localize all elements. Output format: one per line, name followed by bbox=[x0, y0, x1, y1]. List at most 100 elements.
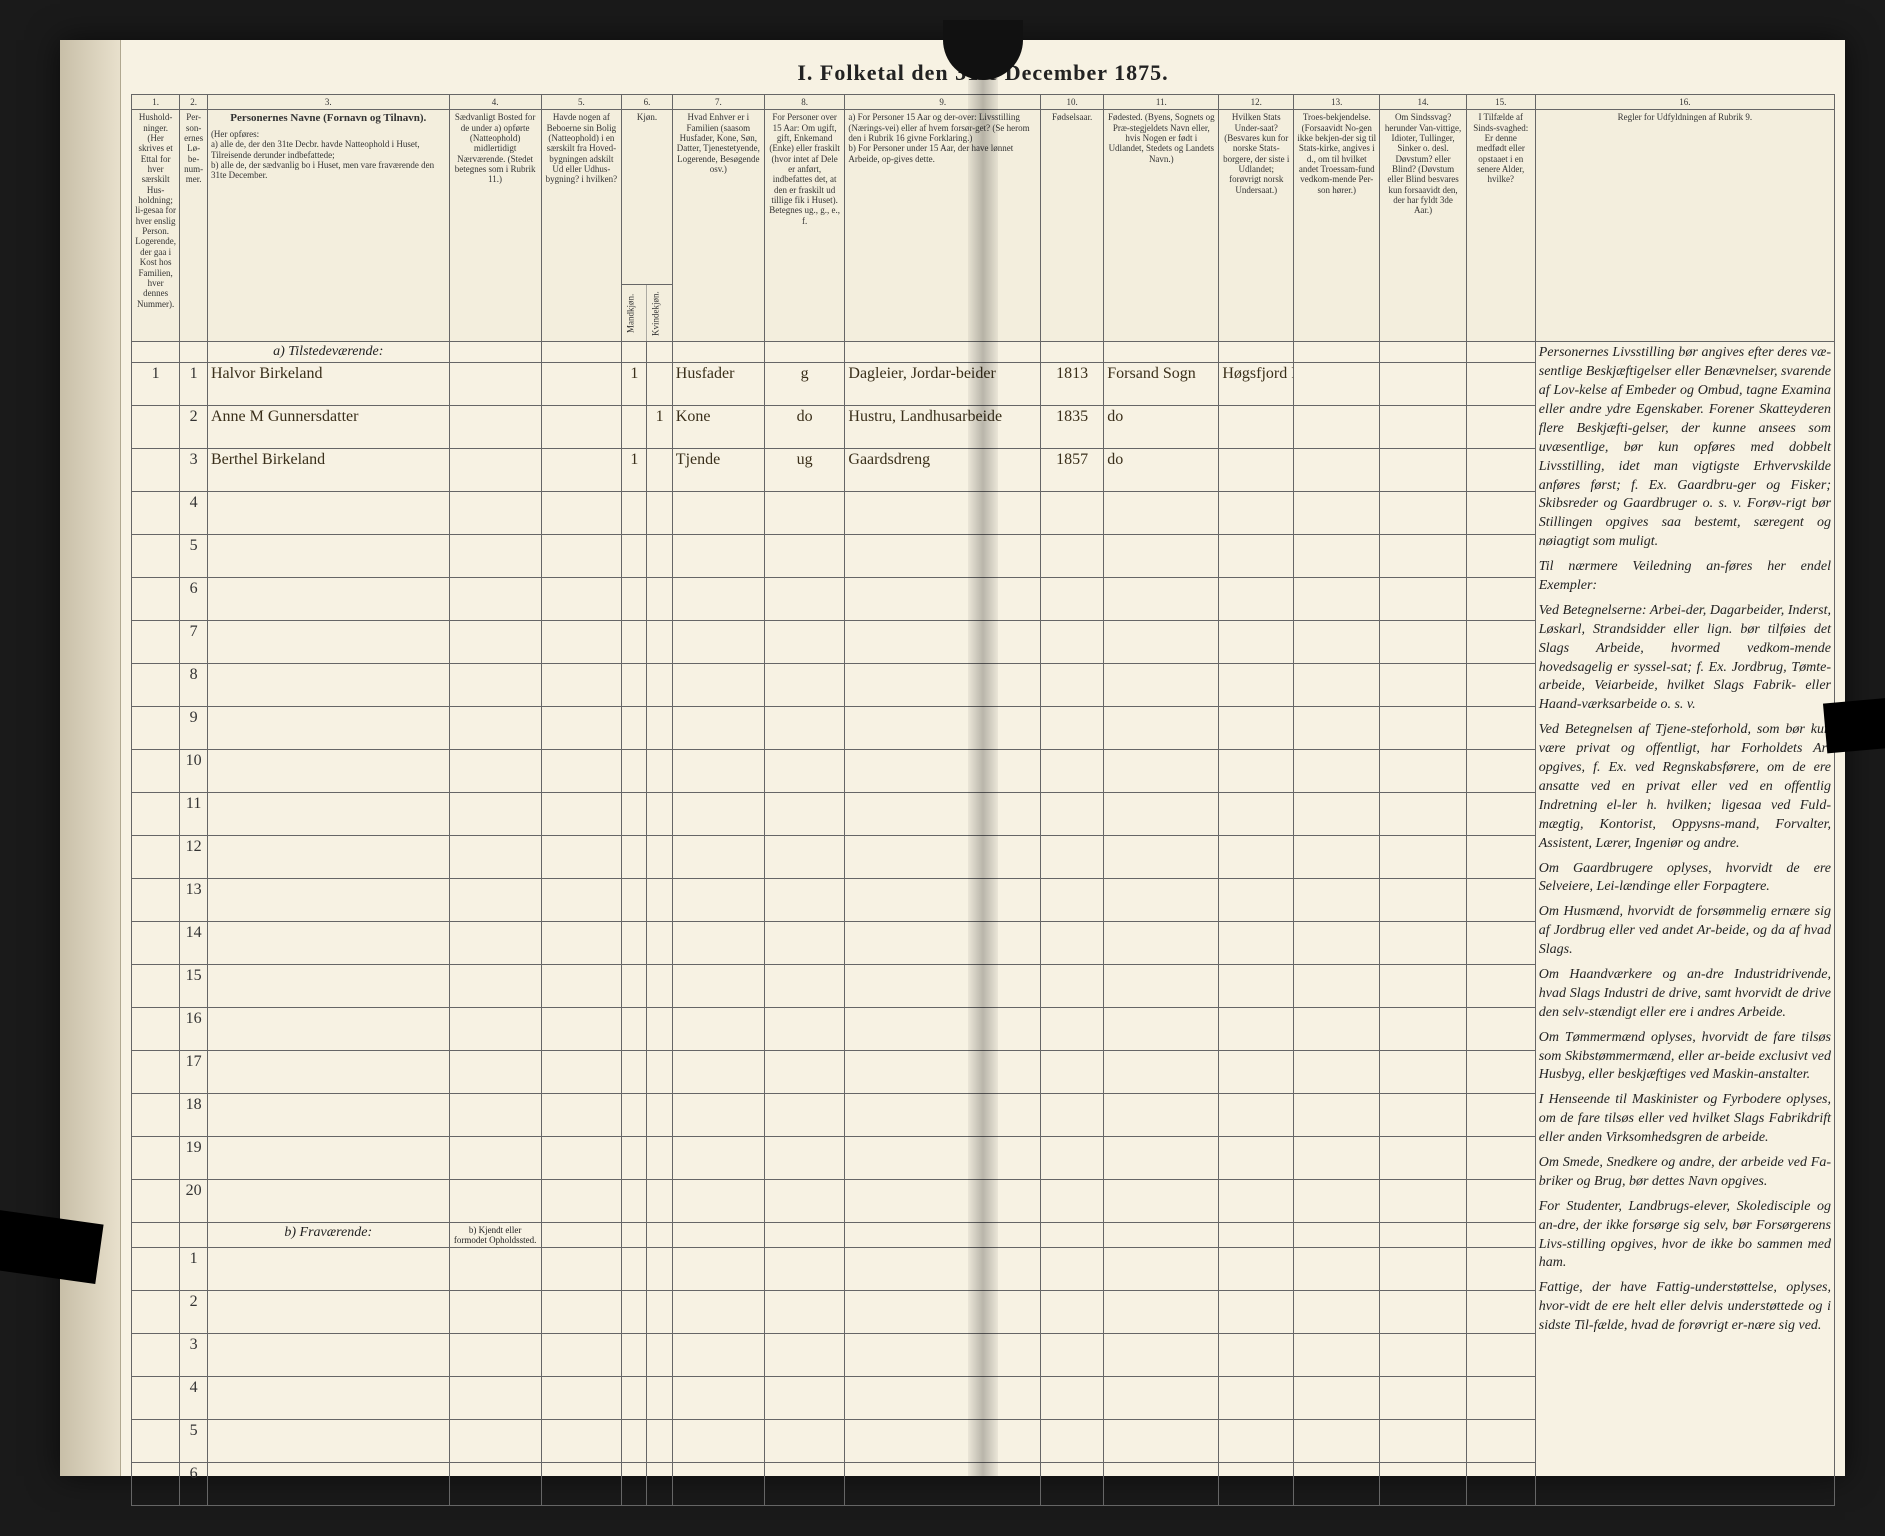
cell bbox=[845, 1420, 1041, 1463]
cell bbox=[541, 750, 622, 793]
cell bbox=[132, 1334, 180, 1377]
cell bbox=[622, 1291, 647, 1334]
instruction-paragraph: Personernes Livsstilling bør angives eft… bbox=[1539, 344, 1831, 552]
cell bbox=[1294, 535, 1380, 578]
cell bbox=[845, 793, 1041, 836]
cell bbox=[622, 1420, 647, 1463]
cell bbox=[1104, 965, 1219, 1008]
cell bbox=[845, 1377, 1041, 1420]
person-name: Berthel Birkeland bbox=[207, 449, 449, 492]
cell bbox=[845, 1291, 1041, 1334]
colnum-9: 9. bbox=[845, 95, 1041, 110]
cell bbox=[1219, 1051, 1294, 1094]
occupation: Dagleier, Jordar-beider bbox=[845, 363, 1041, 406]
cell bbox=[845, 965, 1041, 1008]
person-num: 9 bbox=[180, 707, 208, 750]
cell bbox=[672, 1180, 764, 1223]
cell bbox=[449, 621, 541, 664]
cell bbox=[1041, 922, 1104, 965]
cell bbox=[180, 342, 208, 363]
cell bbox=[541, 621, 622, 664]
cell bbox=[207, 1334, 449, 1377]
cell bbox=[1104, 922, 1219, 965]
cell bbox=[622, 965, 647, 1008]
cell bbox=[1380, 922, 1466, 965]
cell bbox=[449, 1248, 541, 1291]
cell bbox=[449, 879, 541, 922]
header-11: Fødested. (Byens, Sognets og Præ-stegjel… bbox=[1104, 110, 1219, 342]
cell bbox=[132, 342, 180, 363]
cell bbox=[1104, 1463, 1219, 1506]
cell bbox=[622, 1463, 647, 1506]
cell bbox=[1104, 342, 1219, 363]
cell bbox=[1380, 406, 1466, 449]
cell bbox=[1219, 1223, 1294, 1248]
cell bbox=[207, 793, 449, 836]
cell bbox=[845, 621, 1041, 664]
cell bbox=[541, 535, 622, 578]
cell bbox=[1041, 578, 1104, 621]
instruction-paragraph: Ved Betegnelserne: Arbei-der, Dagarbeide… bbox=[1539, 602, 1831, 715]
colnum-14: 14. bbox=[1380, 95, 1466, 110]
cell bbox=[1294, 707, 1380, 750]
cell bbox=[1041, 707, 1104, 750]
cell bbox=[1466, 879, 1535, 922]
cell bbox=[1466, 406, 1535, 449]
cell bbox=[449, 449, 541, 492]
cell bbox=[1466, 363, 1535, 406]
cell bbox=[647, 1248, 672, 1291]
cell bbox=[449, 793, 541, 836]
cell bbox=[764, 621, 845, 664]
cell bbox=[622, 750, 647, 793]
cell bbox=[1219, 836, 1294, 879]
cell bbox=[1380, 492, 1466, 535]
cell bbox=[647, 793, 672, 836]
cell bbox=[449, 1377, 541, 1420]
cell bbox=[1104, 707, 1219, 750]
cell bbox=[845, 1137, 1041, 1180]
cell bbox=[622, 535, 647, 578]
cell bbox=[672, 578, 764, 621]
cell bbox=[622, 836, 647, 879]
cell bbox=[1041, 492, 1104, 535]
cell bbox=[764, 1248, 845, 1291]
cell bbox=[1041, 1248, 1104, 1291]
cell bbox=[764, 578, 845, 621]
cell bbox=[672, 1008, 764, 1051]
cell bbox=[207, 965, 449, 1008]
cell bbox=[1380, 1291, 1466, 1334]
header-12: Hvilken Stats Under-saat? (Besvares kun … bbox=[1219, 110, 1294, 342]
cell bbox=[1104, 1094, 1219, 1137]
cell bbox=[1294, 922, 1380, 965]
occupation: Hustru, Landhusarbeide bbox=[845, 406, 1041, 449]
cell bbox=[764, 1051, 845, 1094]
cell bbox=[622, 879, 647, 922]
cell bbox=[541, 1008, 622, 1051]
cell bbox=[207, 750, 449, 793]
cell bbox=[1294, 793, 1380, 836]
column-number-row: 1. 2. 3. 4. 5. 6. 7. 8. 9. 10. 11. 12. 1… bbox=[132, 95, 1835, 110]
cell bbox=[180, 1223, 208, 1248]
cell bbox=[672, 492, 764, 535]
cell bbox=[1294, 342, 1380, 363]
cell bbox=[449, 965, 541, 1008]
cell bbox=[622, 1008, 647, 1051]
cell bbox=[1219, 922, 1294, 965]
cell bbox=[1219, 342, 1294, 363]
cell bbox=[541, 342, 622, 363]
cell bbox=[132, 922, 180, 965]
person-num: 3 bbox=[180, 1334, 208, 1377]
cell bbox=[1219, 1334, 1294, 1377]
cell bbox=[207, 836, 449, 879]
cell bbox=[1294, 621, 1380, 664]
cell bbox=[207, 707, 449, 750]
cell bbox=[672, 836, 764, 879]
cell bbox=[132, 1094, 180, 1137]
cell bbox=[1466, 965, 1535, 1008]
cell bbox=[449, 1094, 541, 1137]
cell bbox=[672, 879, 764, 922]
cell bbox=[541, 1291, 622, 1334]
cell bbox=[541, 1377, 622, 1420]
cell bbox=[541, 1180, 622, 1223]
cell bbox=[1466, 836, 1535, 879]
